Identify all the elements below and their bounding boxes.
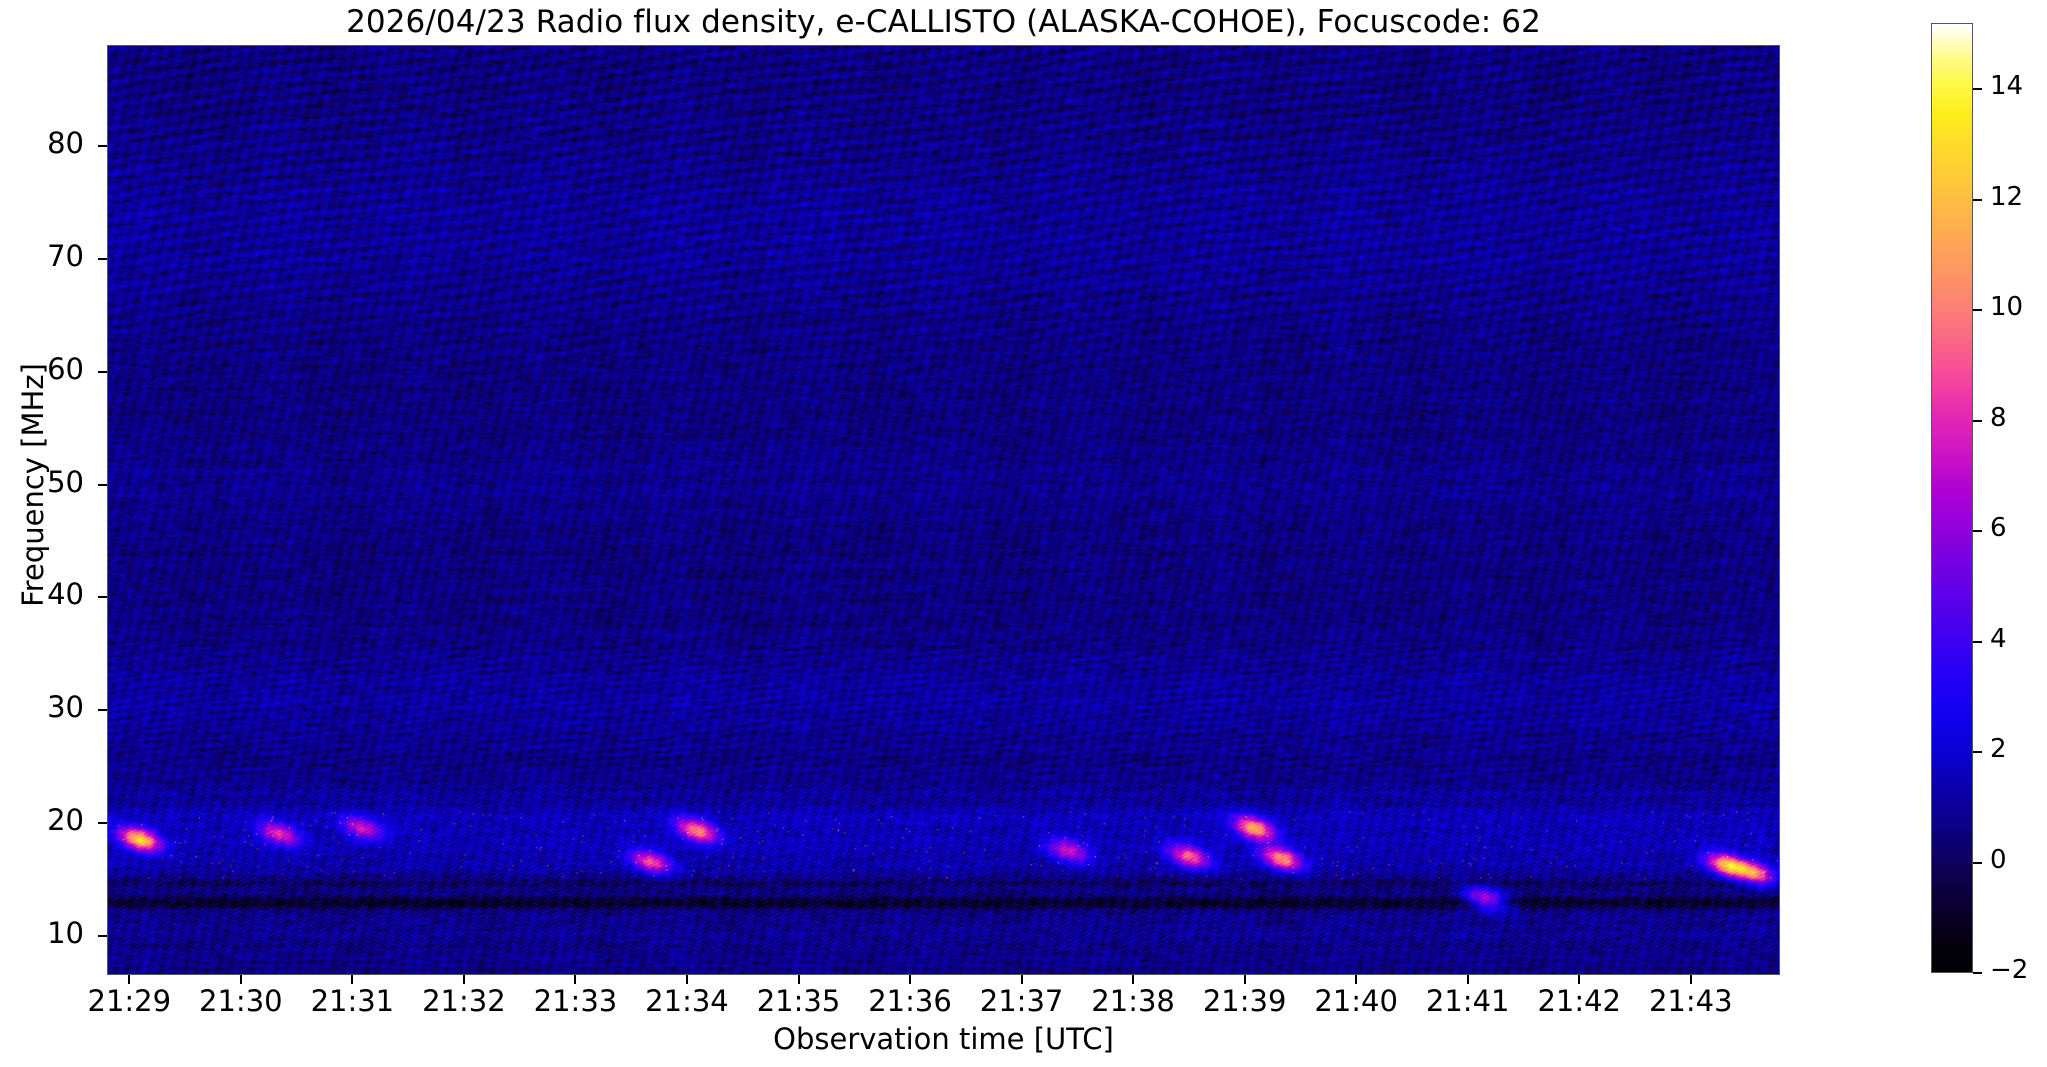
colorbar-tick-mark bbox=[1973, 640, 1982, 643]
colorbar-tick-mark bbox=[1973, 530, 1982, 533]
colorbar-tick-label: 2 bbox=[1990, 734, 2007, 765]
y-tick-label: 30 bbox=[47, 690, 84, 725]
x-tick-mark bbox=[797, 975, 800, 984]
spectrogram-plot-area[interactable] bbox=[107, 45, 1780, 975]
y-tick-mark bbox=[98, 596, 107, 599]
y-tick-label: 20 bbox=[47, 802, 84, 837]
x-tick-label: 21:34 bbox=[645, 984, 729, 1018]
colorbar[interactable] bbox=[1931, 23, 1973, 973]
x-tick-label: 21:36 bbox=[868, 984, 952, 1018]
x-tick-label: 21:42 bbox=[1537, 984, 1622, 1018]
x-tick-label: 21:39 bbox=[1202, 984, 1287, 1018]
colorbar-tick-label: 0 bbox=[1990, 844, 2007, 875]
x-tick-mark bbox=[1355, 975, 1358, 984]
x-tick-mark bbox=[351, 975, 354, 984]
x-tick-label: 21:37 bbox=[979, 984, 1064, 1018]
x-tick-label: 21:35 bbox=[756, 984, 841, 1018]
x-tick-label: 21:29 bbox=[87, 984, 172, 1018]
x-tick-mark bbox=[909, 975, 912, 984]
y-tick-label: 60 bbox=[47, 351, 84, 386]
page-title: 2026/04/23 Radio flux density, e-CALLIST… bbox=[346, 4, 1541, 40]
x-tick-mark bbox=[462, 975, 465, 984]
colorbar-tick-label: 8 bbox=[1990, 402, 2007, 433]
colorbar-tick-mark bbox=[1973, 419, 1982, 422]
x-tick-mark bbox=[1689, 975, 1692, 984]
x-axis-label: Observation time [UTC] bbox=[773, 1022, 1114, 1056]
x-tick-mark bbox=[1132, 975, 1135, 984]
colorbar-tick-mark bbox=[1973, 88, 1982, 91]
y-tick-mark bbox=[98, 145, 107, 148]
colorbar-tick-mark bbox=[1973, 751, 1982, 754]
x-tick-label: 21:41 bbox=[1425, 984, 1510, 1018]
colorbar-tick-label: −2 bbox=[1990, 955, 2029, 985]
x-tick-mark bbox=[1466, 975, 1469, 984]
x-tick-label: 21:32 bbox=[422, 984, 506, 1018]
x-tick-mark bbox=[1578, 975, 1581, 984]
x-tick-mark bbox=[685, 975, 688, 984]
x-tick-label: 21:43 bbox=[1648, 984, 1733, 1018]
dynamic-spectrum-image bbox=[108, 46, 1779, 974]
colorbar-tick-label: 10 bbox=[1990, 292, 2024, 323]
colorbar-tick-label: 4 bbox=[1990, 623, 2007, 654]
colorbar-tick-mark bbox=[1973, 861, 1982, 864]
y-tick-label: 10 bbox=[47, 915, 84, 950]
x-tick-label: 21:38 bbox=[1091, 984, 1175, 1018]
y-tick-mark bbox=[98, 934, 107, 937]
y-tick-label: 80 bbox=[47, 126, 84, 161]
y-tick-mark bbox=[98, 821, 107, 824]
colorbar-tick-label: 14 bbox=[1990, 71, 2024, 102]
x-tick-mark bbox=[574, 975, 577, 984]
y-tick-label: 70 bbox=[47, 239, 84, 274]
x-tick-label: 21:40 bbox=[1314, 984, 1398, 1018]
y-tick-label: 40 bbox=[47, 577, 84, 612]
colorbar-tick-mark bbox=[1973, 972, 1982, 974]
y-tick-mark bbox=[98, 258, 107, 261]
x-tick-mark bbox=[239, 975, 242, 984]
y-tick-mark bbox=[98, 709, 107, 712]
x-tick-label: 21:31 bbox=[310, 984, 395, 1018]
colorbar-tick-mark bbox=[1973, 309, 1982, 312]
x-tick-label: 21:30 bbox=[199, 984, 283, 1018]
colorbar-tick-mark bbox=[1973, 198, 1982, 201]
x-tick-label: 21:33 bbox=[533, 984, 618, 1018]
y-tick-label: 50 bbox=[47, 464, 84, 499]
x-tick-mark bbox=[1243, 975, 1246, 984]
colorbar-tick-label: 6 bbox=[1990, 513, 2007, 544]
colorbar-tick-label: 12 bbox=[1990, 181, 2024, 212]
y-tick-mark bbox=[98, 370, 107, 373]
y-tick-mark bbox=[98, 483, 107, 486]
x-tick-mark bbox=[128, 975, 131, 984]
x-tick-mark bbox=[1020, 975, 1023, 984]
